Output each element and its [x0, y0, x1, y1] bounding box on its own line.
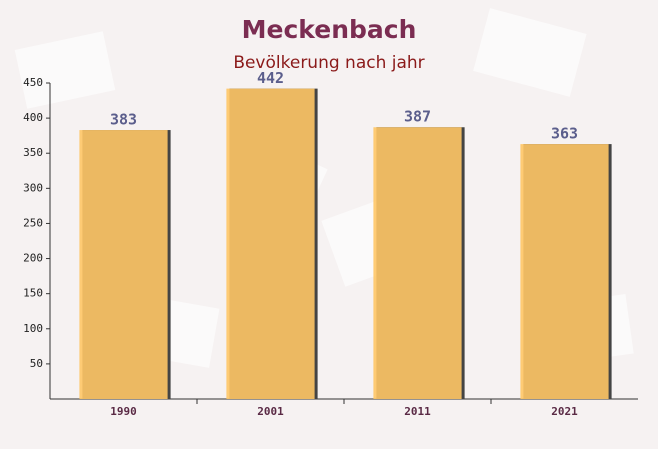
- value-label: 363: [551, 125, 578, 143]
- y-tick-label: 200: [23, 252, 43, 265]
- value-label: 387: [404, 108, 431, 126]
- chart-subtitle: Bevölkerung nach jahr: [233, 53, 424, 73]
- bar: [226, 88, 315, 400]
- bar: [79, 130, 168, 399]
- y-tick-label: 350: [23, 146, 43, 159]
- x-tick-label: 2021: [551, 405, 578, 418]
- value-label: 383: [110, 111, 137, 129]
- y-tick-label: 300: [23, 181, 43, 194]
- x-tick-label: 1990: [110, 405, 137, 418]
- value-label: 442: [257, 69, 284, 87]
- chart-title: Meckenbach: [242, 15, 417, 44]
- y-tick-label: 150: [23, 287, 43, 300]
- x-tick-label: 2001: [257, 405, 284, 418]
- y-tick-label: 100: [23, 322, 43, 335]
- y-tick-label: 450: [23, 76, 43, 89]
- bar: [520, 144, 609, 399]
- bar: [373, 127, 462, 400]
- y-tick-label: 400: [23, 111, 43, 124]
- y-tick-label: 50: [30, 357, 43, 370]
- x-tick-label: 2011: [404, 405, 431, 418]
- y-tick-label: 250: [23, 216, 43, 229]
